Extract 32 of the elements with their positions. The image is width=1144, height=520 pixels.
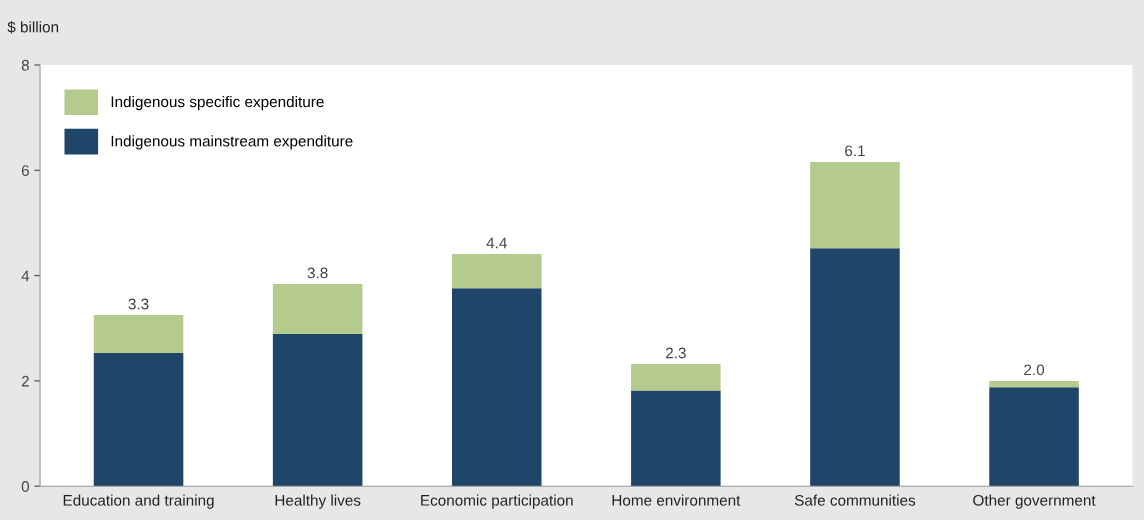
total-label: 4.4	[486, 237, 507, 249]
legend-label: Indigenous specific expenditure	[111, 95, 324, 111]
x-tick-label: Home environment	[612, 494, 741, 506]
bar	[989, 380, 1079, 388]
bar	[451, 254, 542, 289]
bar	[272, 334, 363, 487]
bar	[93, 353, 184, 487]
total-label: 2.0	[1024, 364, 1045, 376]
bar	[631, 390, 721, 487]
total-label: 6.1	[845, 145, 865, 157]
x-tick-label: Safe communities	[794, 494, 916, 506]
legend-label: Indigenous mainstream expenditure	[111, 135, 353, 150]
bar	[451, 288, 542, 487]
y-tick-label: 0	[21, 481, 30, 492]
bar	[810, 248, 900, 487]
x-tick-label: Other government	[973, 494, 1096, 509]
total-label: 3.8	[307, 267, 328, 279]
total-label: 3.3	[128, 298, 149, 310]
bar	[989, 387, 1079, 487]
y-tick-label: 8	[21, 59, 29, 71]
bar	[631, 364, 721, 391]
bar	[93, 315, 184, 353]
y-tick-label: 4	[21, 270, 30, 282]
y-axis-title: $ billion	[7, 21, 59, 34]
x-tick-label: Healthy lives	[275, 494, 361, 509]
bar	[272, 284, 363, 335]
bar	[810, 161, 900, 249]
x-tick-label: Education and training	[63, 494, 214, 509]
total-label: 2.3	[666, 347, 686, 359]
y-tick-label: 6	[21, 165, 29, 176]
y-tick-label: 2	[21, 375, 29, 387]
x-tick-label: Economic participation	[421, 494, 573, 509]
